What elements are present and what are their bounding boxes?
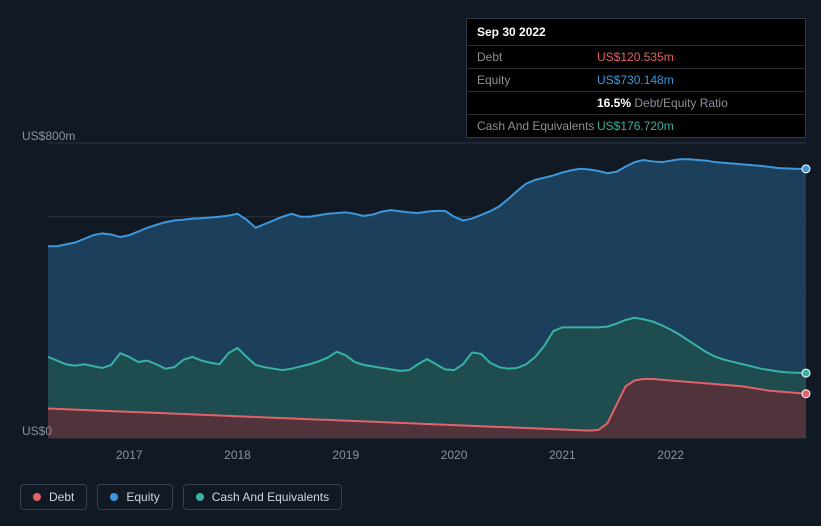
legend-item-equity[interactable]: Equity — [97, 484, 172, 510]
tooltip-row-label: Cash And Equivalents — [477, 119, 597, 133]
tooltip-row-label: Equity — [477, 73, 597, 87]
legend-dot-icon — [33, 493, 41, 501]
x-axis-label: 2022 — [657, 448, 684, 462]
tooltip-row-label — [477, 96, 597, 110]
legend-label: Debt — [49, 490, 74, 504]
tooltip-title: Sep 30 2022 — [467, 19, 805, 46]
x-axis-label: 2019 — [332, 448, 359, 462]
legend-label: Equity — [126, 490, 159, 504]
legend-dot-icon — [196, 493, 204, 501]
x-axis-label: 2018 — [224, 448, 251, 462]
chart-container: Sep 30 2022 DebtUS$120.535mEquityUS$730.… — [0, 0, 821, 526]
data-tooltip: Sep 30 2022 DebtUS$120.535mEquityUS$730.… — [466, 18, 806, 138]
tooltip-row: 16.5% Debt/Equity Ratio — [467, 92, 805, 115]
y-axis-label: US$0 — [0, 424, 78, 438]
tooltip-row-value: US$730.148m — [597, 73, 674, 87]
x-axis-label: 2020 — [441, 448, 468, 462]
end-marker-cash-and-equivalents — [802, 369, 810, 377]
x-axis-label: 2021 — [549, 448, 576, 462]
end-marker-equity — [802, 165, 810, 173]
legend-dot-icon — [110, 493, 118, 501]
legend-label: Cash And Equivalents — [212, 490, 329, 504]
end-marker-debt — [802, 390, 810, 398]
legend-item-debt[interactable]: Debt — [20, 484, 87, 510]
tooltip-row-label: Debt — [477, 50, 597, 64]
tooltip-row-value: US$176.720m — [597, 119, 674, 133]
tooltip-row-value: 16.5% Debt/Equity Ratio — [597, 96, 728, 110]
chart-legend: Debt Equity Cash And Equivalents — [20, 484, 342, 510]
tooltip-row: DebtUS$120.535m — [467, 46, 805, 69]
tooltip-row: EquityUS$730.148m — [467, 69, 805, 92]
tooltip-row: Cash And EquivalentsUS$176.720m — [467, 115, 805, 137]
tooltip-row-value: US$120.535m — [597, 50, 674, 64]
legend-item-cash-and-equivalents[interactable]: Cash And Equivalents — [183, 484, 342, 510]
x-axis-label: 2017 — [116, 448, 143, 462]
y-axis-label: US$800m — [0, 129, 78, 143]
